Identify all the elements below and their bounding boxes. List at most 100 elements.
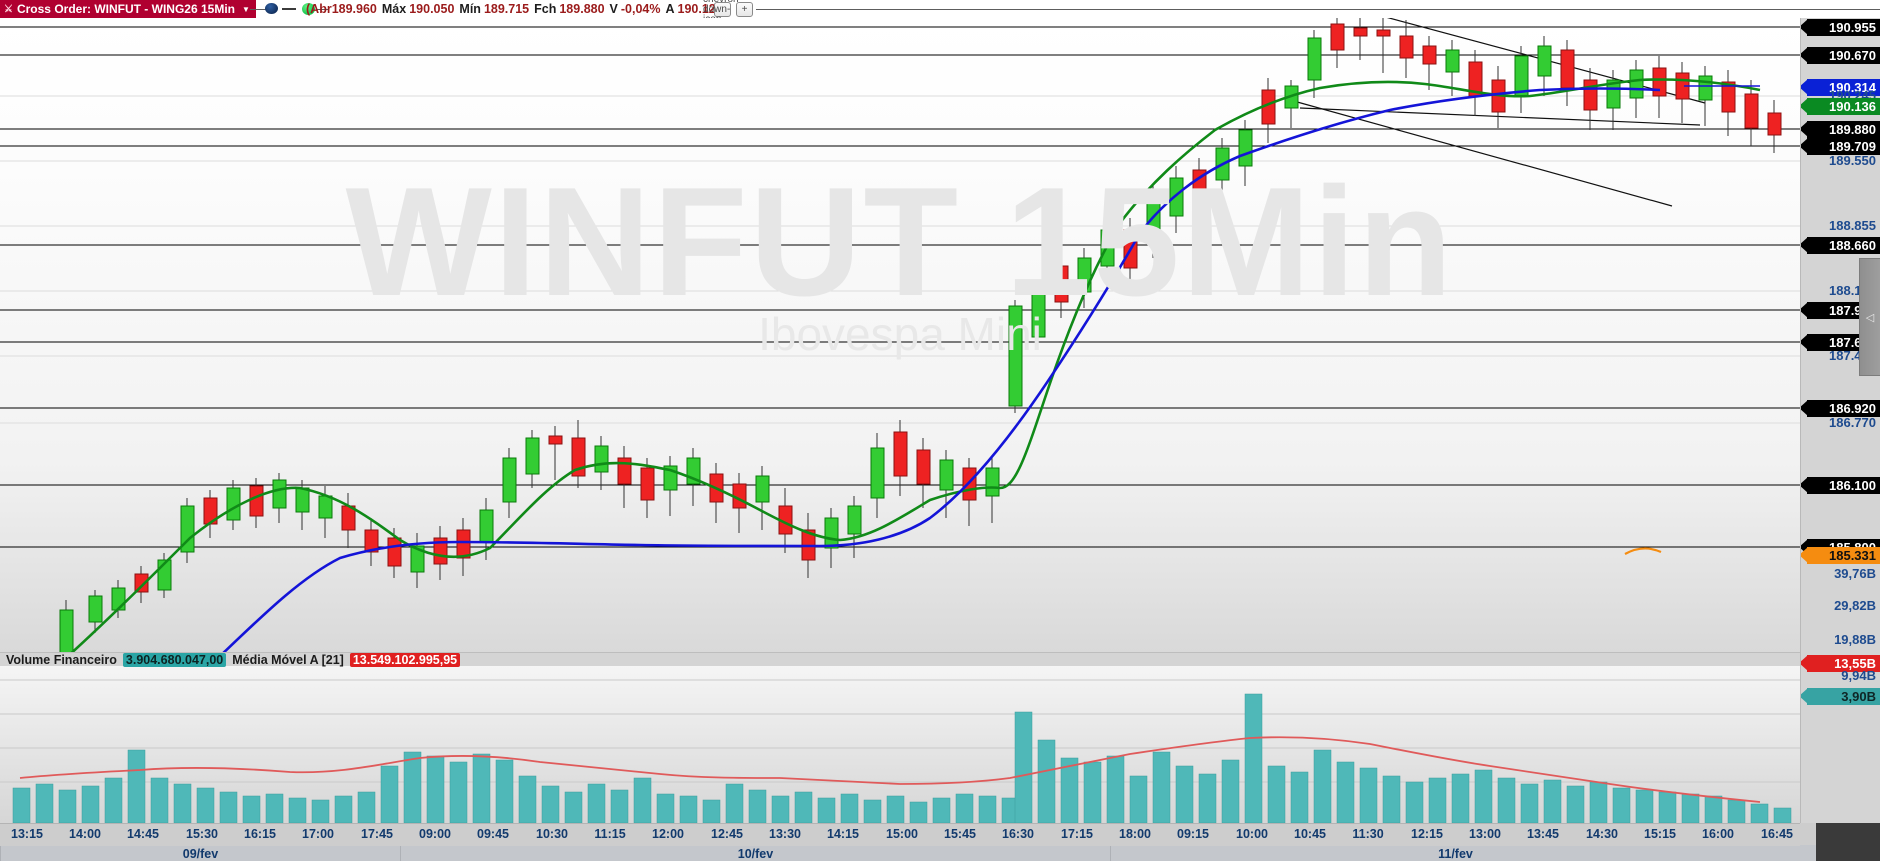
- axis-corner-filler-2: [1800, 845, 1816, 861]
- price-axis[interactable]: 190.955 190.670 190.314 190.245 190.136 189.8…: [1800, 18, 1880, 823]
- time-axis-tick-label: 16:00: [1702, 827, 1734, 841]
- price-axis-tag[interactable]: 189.880: [1801, 121, 1880, 138]
- quote-summary: (Abr 189.960 Máx 190.050 Mín 189.715 Fch…: [306, 0, 732, 18]
- price-axis-tag-label: 189.709: [1829, 139, 1876, 154]
- quote-close-label: Fch: [534, 2, 557, 16]
- series-marker-green-icon: [302, 3, 315, 15]
- price-axis-tag-label: 190.314: [1829, 80, 1876, 95]
- time-axis-tick-label: 15:00: [886, 827, 918, 841]
- legend-connector-line-2: [316, 9, 328, 10]
- dropdown-button[interactable]: chevron-down-icon: [703, 0, 742, 24]
- price-axis-tag-label: 188.660: [1829, 238, 1876, 253]
- candlestick-series: [59, 18, 1782, 652]
- price-axis-tag-label: 185.331: [1829, 548, 1876, 563]
- price-gridlines: [0, 26, 1800, 548]
- series-dash-icon: [282, 8, 296, 10]
- volume-ma-legend-value: 13.549.102.995,95: [349, 653, 461, 667]
- time-axis-tick-label: 14:45: [127, 827, 159, 841]
- time-axis-tick-label: 13:45: [1527, 827, 1559, 841]
- quote-close-value: 189.880: [559, 2, 605, 16]
- price-axis-tag[interactable]: 188.660: [1801, 237, 1880, 254]
- price-axis-tag[interactable]: 186.920: [1801, 400, 1880, 417]
- price-axis-tag-label: 190.136: [1829, 99, 1876, 114]
- time-axis[interactable]: 13:15 14:00 14:45 15:30 16:15 17:00 17:45 09:00…: [0, 823, 1880, 861]
- time-axis-date-band: 11/fev: [1110, 846, 1800, 861]
- price-axis-label: 9,94B: [1841, 668, 1876, 683]
- series-marker-blue-icon: [265, 3, 278, 14]
- price-axis-tag[interactable]: 3,90B: [1801, 688, 1880, 705]
- time-axis-tick-label: 18:00: [1119, 827, 1151, 841]
- volume-gridlines: [0, 679, 1800, 783]
- volume-ma-legend-title: Média Móvel A [21]: [232, 653, 344, 667]
- price-axis-label: 186.770: [1829, 415, 1876, 430]
- time-axis-tick-label: 15:45: [944, 827, 976, 841]
- price-axis-tag-label: 13,55B: [1834, 656, 1876, 671]
- volume-chart-pane[interactable]: [0, 666, 1800, 823]
- time-axis-tick-label: 16:15: [244, 827, 276, 841]
- price-axis-tag-label: 186.920: [1829, 401, 1876, 416]
- volume-moving-average-line: [19, 736, 1761, 803]
- title-bar: ⚔ Cross Order: WINFUT - WING26 15Min ▼ (…: [0, 0, 1880, 24]
- time-axis-tick-label: 16:45: [1761, 827, 1793, 841]
- time-axis-tick-label: 10:45: [1294, 827, 1326, 841]
- price-chart-svg: [0, 18, 1800, 652]
- quote-var-value: -0,04%: [620, 2, 661, 16]
- time-axis-tick-label: 17:00: [302, 827, 334, 841]
- price-axis-tag[interactable]: 190.955: [1801, 19, 1880, 36]
- volume-bars: [12, 693, 1792, 823]
- price-axis-tag[interactable]: 13,55B: [1801, 655, 1880, 672]
- price-axis-tag[interactable]: 190.670: [1801, 47, 1880, 64]
- time-axis-date-label: 10/fev: [737, 847, 774, 861]
- time-axis-tick-label: 09:45: [477, 827, 509, 841]
- time-axis-tick-label: 12:45: [711, 827, 743, 841]
- price-axis-tag[interactable]: 189.709: [1801, 138, 1880, 155]
- time-axis-tick-label: 14:30: [1586, 827, 1618, 841]
- chevron-down-icon[interactable]: ▼: [242, 4, 250, 14]
- price-axis-tag[interactable]: 190.314: [1801, 79, 1880, 96]
- quote-high-label: Máx: [381, 2, 407, 16]
- time-axis-date-label: 09/fev: [182, 847, 219, 861]
- fast-moving-average-line: [70, 78, 1761, 652]
- price-axis-tag[interactable]: 190.136: [1801, 98, 1880, 115]
- time-axis-tick-label: 15:15: [1644, 827, 1676, 841]
- price-axis-tag-label: 189.880: [1829, 122, 1876, 137]
- quote-high-value: 190.050: [409, 2, 455, 16]
- quote-low-label: Mín: [459, 2, 481, 16]
- price-axis-tag[interactable]: 185.331: [1801, 547, 1880, 564]
- add-indicator-button[interactable]: +: [736, 2, 753, 17]
- volume-indicator-legend[interactable]: Volume Financeiro 3.904.680.047,00 Média…: [6, 653, 461, 667]
- axis-scroll-thumb[interactable]: ◁: [1859, 258, 1880, 376]
- time-axis-tick-label: 13:15: [11, 827, 43, 841]
- price-axis-tag[interactable]: 186.100: [1801, 477, 1880, 494]
- chart-tab[interactable]: ⚔ Cross Order: WINFUT - WING26 15Min ▼: [0, 0, 256, 18]
- legend-connector-line-3: [756, 9, 1880, 10]
- time-axis-tick-label: 13:00: [1469, 827, 1501, 841]
- time-axis-tick-label: 09:15: [1177, 827, 1209, 841]
- price-chart-pane[interactable]: WINFUT 15Min Ibovespa Mini: [0, 18, 1800, 652]
- slow-moving-average-line: [222, 87, 1661, 652]
- price-axis-label: 188.855: [1829, 218, 1876, 233]
- volume-legend-value: 3.904.680.047,00: [122, 653, 227, 667]
- quote-avg-label: A: [665, 2, 675, 16]
- quote-var-label: V: [609, 2, 618, 16]
- volume-legend-title: Volume Financeiro: [6, 653, 117, 667]
- volume-chart-svg: [0, 679, 1800, 823]
- time-axis-tick-label: 14:15: [827, 827, 859, 841]
- price-axis-label: 39,76B: [1834, 566, 1876, 581]
- quote-open-value: 189.960: [331, 2, 377, 16]
- chart-tab-label: Cross Order: WINFUT - WING26 15Min: [16, 2, 235, 16]
- time-axis-tick-label: 17:15: [1061, 827, 1093, 841]
- time-axis-tick-label: 15:30: [186, 827, 218, 841]
- price-axis-tag-label: 3,90B: [1841, 689, 1876, 704]
- time-axis-tick-label: 12:15: [1411, 827, 1443, 841]
- price-axis-tag-label: 190.670: [1829, 48, 1876, 63]
- price-axis-label: 29,82B: [1834, 598, 1876, 613]
- time-axis-tick-label: 17:45: [361, 827, 393, 841]
- time-axis-tick-label: 11:30: [1352, 827, 1384, 841]
- quote-low-value: 189.715: [483, 2, 530, 16]
- time-axis-ticks: 13:15 14:00 14:45 15:30 16:15 17:00 17:45 09:00…: [0, 824, 1880, 846]
- time-axis-tick-label: 13:30: [769, 827, 801, 841]
- price-axis-label: 189.550: [1829, 153, 1876, 168]
- time-axis-tick-label: 12:00: [652, 827, 684, 841]
